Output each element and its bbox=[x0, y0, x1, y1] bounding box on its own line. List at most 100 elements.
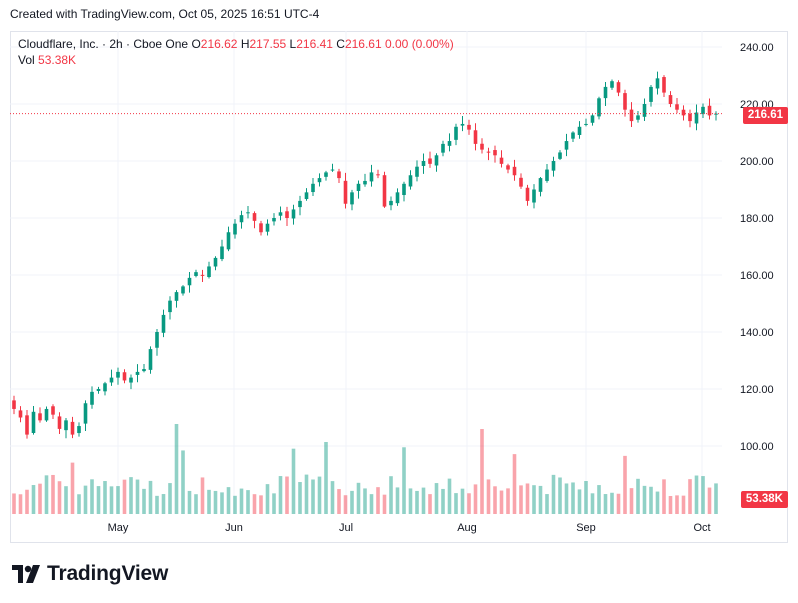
candle-body bbox=[551, 161, 556, 171]
volume-bar bbox=[421, 487, 426, 514]
high-value: 217.55 bbox=[249, 37, 287, 51]
volume-bar bbox=[506, 488, 510, 514]
candle-body bbox=[460, 123, 465, 126]
candle-body bbox=[512, 166, 517, 176]
volume-bar bbox=[623, 455, 627, 514]
volume-bar bbox=[350, 490, 354, 514]
x-tick-label: Jul bbox=[339, 522, 353, 534]
volume-bar bbox=[428, 494, 432, 514]
open-value: 216.62 bbox=[200, 37, 238, 51]
volume-bar bbox=[649, 486, 653, 514]
volume-bar bbox=[18, 494, 23, 514]
volume-bar bbox=[187, 490, 192, 514]
volume-bar bbox=[558, 477, 562, 514]
candle-body bbox=[311, 183, 315, 193]
volume-bar bbox=[714, 483, 718, 514]
volume-bar bbox=[103, 481, 107, 514]
volume-bar bbox=[317, 476, 322, 514]
candle-body bbox=[220, 246, 224, 260]
volume-bar bbox=[662, 479, 666, 514]
volume-bar bbox=[493, 486, 497, 514]
volume-bar bbox=[454, 493, 458, 514]
candle-body bbox=[402, 183, 406, 196]
candle-body bbox=[382, 175, 387, 207]
candle-body bbox=[278, 212, 283, 216]
candle-body bbox=[129, 377, 133, 383]
y-tick-label: 160.00 bbox=[740, 270, 774, 282]
volume-bar bbox=[70, 462, 75, 514]
candle-body bbox=[317, 178, 322, 183]
candle-body bbox=[57, 416, 62, 429]
volume-bar bbox=[12, 493, 16, 514]
volume-bar bbox=[298, 482, 302, 514]
x-tick-label: Sep bbox=[576, 522, 596, 534]
candle-body bbox=[577, 126, 582, 135]
brand-name: TradingView bbox=[47, 562, 169, 585]
candle-body bbox=[96, 389, 101, 391]
candle-body bbox=[564, 141, 569, 150]
volume-bar bbox=[194, 494, 198, 514]
candle-body bbox=[434, 155, 439, 166]
volume-bar bbox=[636, 478, 640, 514]
volume-bar bbox=[64, 486, 68, 514]
candle-body bbox=[226, 232, 231, 250]
candle-body bbox=[525, 187, 530, 201]
candle-body bbox=[649, 86, 653, 102]
volume-bar bbox=[96, 486, 101, 514]
volume-bar bbox=[57, 481, 62, 514]
volume-bar bbox=[616, 493, 621, 514]
candle-body bbox=[486, 151, 491, 153]
volume-bar bbox=[233, 495, 237, 514]
candle-body bbox=[506, 165, 510, 170]
volume-bar bbox=[532, 485, 536, 514]
volume-bar bbox=[363, 488, 367, 514]
candle-body bbox=[213, 257, 218, 267]
volume-bar bbox=[311, 479, 315, 514]
volume-bar bbox=[226, 487, 231, 514]
candle-body bbox=[499, 157, 504, 164]
open-label: O bbox=[191, 37, 201, 51]
candle-body bbox=[148, 349, 153, 370]
ohlc-row: Cloudflare, Inc. · 2h · Cboe One O216.62… bbox=[18, 36, 454, 52]
price-chart[interactable]: 240.00220.00200.00180.00160.00140.00120.… bbox=[10, 31, 788, 543]
volume-bar bbox=[51, 474, 55, 514]
volume-bar bbox=[259, 495, 263, 514]
candle-body bbox=[369, 172, 374, 182]
candle-body bbox=[603, 86, 608, 99]
chart-legend: Cloudflare, Inc. · 2h · Cboe One O216.62… bbox=[18, 36, 454, 68]
volume-bar bbox=[116, 486, 120, 514]
volume-bar bbox=[668, 495, 673, 514]
candle-body bbox=[161, 314, 166, 333]
volume-bar bbox=[83, 485, 88, 514]
candle-body bbox=[376, 174, 380, 176]
candle-body bbox=[265, 223, 270, 232]
volume-bar bbox=[441, 488, 445, 514]
volume-bar bbox=[155, 495, 159, 514]
candle-body bbox=[681, 109, 686, 116]
volume-bar bbox=[291, 448, 296, 514]
candle-body bbox=[135, 371, 140, 375]
volume-bar bbox=[675, 495, 679, 514]
candle-body bbox=[616, 82, 621, 93]
volume-bar bbox=[447, 478, 452, 514]
volume-bar bbox=[688, 479, 692, 514]
volume-bar bbox=[597, 485, 601, 514]
volume-bar bbox=[356, 482, 361, 514]
volume-bar bbox=[512, 454, 517, 514]
symbol-label: Cloudflare, Inc. · 2h · Cboe One bbox=[18, 37, 189, 51]
volume-bar bbox=[174, 424, 179, 514]
volume-bar bbox=[584, 481, 588, 514]
volume-bar bbox=[129, 477, 133, 514]
price-tag: 216.61 bbox=[742, 107, 788, 124]
y-tick-label: 240.00 bbox=[740, 42, 774, 54]
volume-bar bbox=[694, 475, 699, 514]
volume-bar bbox=[324, 442, 328, 514]
volume-bar bbox=[486, 479, 491, 514]
volume-bar bbox=[337, 489, 341, 514]
candle-body bbox=[285, 211, 289, 218]
candle-body bbox=[116, 371, 120, 378]
volume-bar bbox=[610, 492, 614, 514]
volume-bar bbox=[220, 492, 224, 514]
candle-body bbox=[688, 113, 692, 122]
candle-body bbox=[590, 115, 595, 123]
